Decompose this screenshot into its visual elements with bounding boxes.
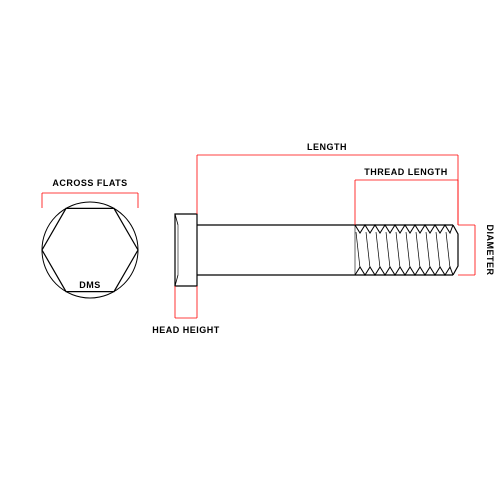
- bolt-side-view: [175, 214, 458, 286]
- thread-teeth: [355, 225, 453, 275]
- across-flats-dimension: [42, 193, 138, 208]
- head-height-label: HEAD HEIGHT: [152, 325, 220, 335]
- thread-length-label: THREAD LENGTH: [364, 167, 448, 177]
- hex-head-front-view: ACROSS FLATS DMS: [30, 178, 150, 312]
- bolt-dimension-diagram: ACROSS FLATS DMS: [0, 0, 500, 500]
- length-label: LENGTH: [307, 142, 347, 152]
- dimension-lines: [175, 155, 475, 318]
- diameter-label: DIAMETER: [485, 225, 495, 276]
- across-flats-label: ACROSS FLATS: [52, 178, 127, 188]
- dms-label: DMS: [79, 280, 101, 290]
